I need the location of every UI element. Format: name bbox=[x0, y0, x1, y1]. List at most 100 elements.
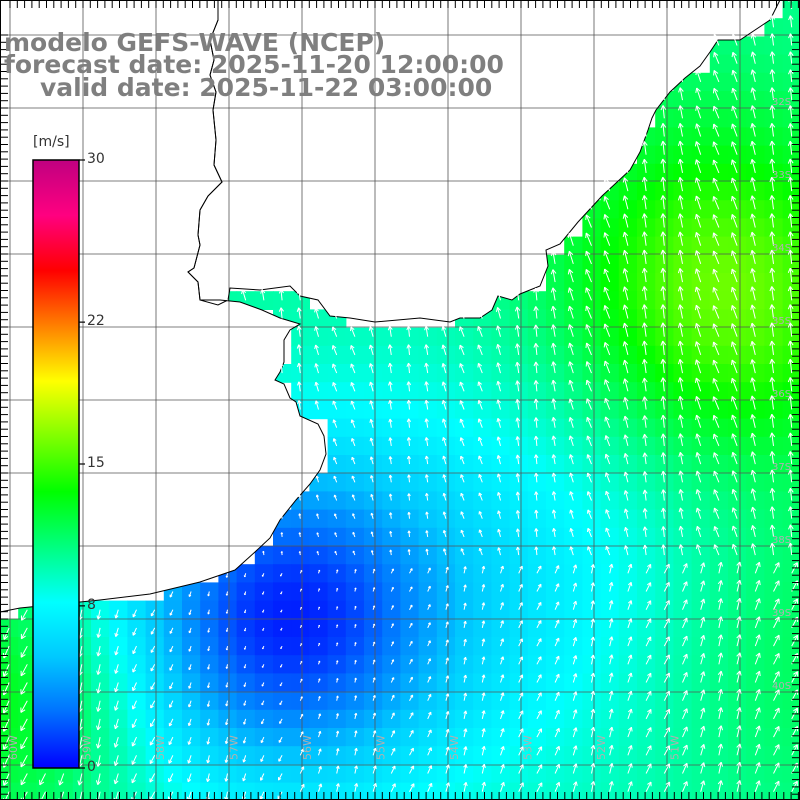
wind-arrow bbox=[188, 664, 192, 671]
field-cell bbox=[764, 72, 784, 92]
field-cell bbox=[345, 473, 365, 492]
wind-arrow bbox=[533, 417, 539, 428]
wind-arrow bbox=[645, 708, 652, 720]
wind-arrow bbox=[260, 736, 265, 744]
wind-arrow bbox=[754, 598, 761, 610]
field-cell bbox=[637, 691, 656, 711]
wind-arrow bbox=[442, 548, 447, 556]
wind-arrow bbox=[225, 718, 229, 726]
field-cell bbox=[254, 291, 274, 310]
wind-arrow bbox=[370, 531, 374, 538]
wind-arrow bbox=[750, 231, 756, 246]
wind-arrow bbox=[645, 600, 652, 610]
field-cell bbox=[600, 546, 620, 565]
field-cell bbox=[655, 764, 674, 784]
wind-arrow bbox=[682, 581, 688, 592]
wind-arrow bbox=[425, 548, 429, 556]
wind-arrow bbox=[590, 636, 595, 647]
wind-arrow bbox=[390, 659, 395, 665]
field-cell bbox=[764, 473, 784, 492]
field-cell bbox=[564, 291, 583, 310]
wind-arrow bbox=[694, 359, 702, 374]
wind-arrow bbox=[388, 456, 393, 465]
field-cell bbox=[527, 655, 547, 674]
wind-arrow bbox=[585, 287, 592, 301]
field-cell bbox=[709, 109, 729, 128]
wind-arrow bbox=[331, 326, 338, 337]
wind-arrow bbox=[773, 634, 780, 647]
field-cell bbox=[527, 455, 547, 474]
field-cell bbox=[782, 618, 800, 638]
field-cell bbox=[436, 400, 456, 420]
wind-arrow bbox=[132, 682, 137, 692]
wind-arrow bbox=[409, 676, 413, 683]
wind-arrow bbox=[409, 783, 415, 792]
field-cell bbox=[273, 291, 292, 310]
wind-arrow bbox=[627, 763, 633, 774]
wind-arrow bbox=[478, 547, 483, 556]
field-cell bbox=[91, 782, 110, 800]
wind-arrow bbox=[424, 362, 429, 374]
field-cell bbox=[491, 382, 511, 401]
field-cell bbox=[455, 655, 474, 674]
field-cell bbox=[709, 673, 729, 693]
field-cell bbox=[418, 564, 438, 583]
wind-arrow bbox=[316, 551, 319, 556]
wind-arrow bbox=[278, 736, 283, 743]
wind-arrow bbox=[463, 584, 467, 592]
field-cell bbox=[546, 254, 565, 274]
wind-arrow bbox=[773, 671, 780, 683]
wind-arrow bbox=[660, 358, 667, 374]
wind-arrow bbox=[318, 713, 322, 720]
wind-arrow bbox=[663, 690, 670, 701]
field-cell bbox=[364, 728, 383, 747]
wind-arrow bbox=[332, 382, 338, 392]
wind-arrow bbox=[731, 33, 738, 46]
field-cell bbox=[728, 527, 747, 547]
wind-arrow bbox=[750, 414, 756, 428]
field-cell bbox=[728, 637, 747, 656]
field-cell bbox=[600, 291, 620, 310]
wind-arrow bbox=[773, 707, 780, 720]
field-cell bbox=[455, 509, 474, 529]
field-cell bbox=[746, 91, 765, 110]
wind-arrow bbox=[641, 340, 648, 355]
wind-arrow bbox=[299, 643, 303, 647]
wind-arrow bbox=[518, 620, 523, 629]
wind-arrow bbox=[533, 361, 539, 374]
lon-label: 57W bbox=[228, 735, 241, 760]
wind-arrow bbox=[572, 564, 578, 574]
wind-arrow bbox=[409, 694, 414, 701]
wind-arrow bbox=[694, 323, 702, 337]
wind-arrow bbox=[586, 398, 592, 410]
field-cell bbox=[600, 564, 620, 583]
wind-arrow bbox=[318, 783, 323, 792]
field-cell bbox=[473, 473, 492, 492]
field-cell bbox=[746, 273, 765, 292]
wind-arrow bbox=[645, 781, 652, 792]
wind-arrow bbox=[315, 494, 319, 501]
field-cell bbox=[746, 764, 765, 784]
wind-arrow bbox=[463, 566, 467, 574]
colorbar-units: [m/s] bbox=[33, 134, 70, 150]
field-cell bbox=[691, 546, 711, 565]
wind-arrow bbox=[463, 728, 468, 738]
wind-arrow bbox=[605, 490, 611, 501]
field-cell bbox=[673, 109, 693, 128]
wind-arrow bbox=[445, 603, 449, 610]
field-cell bbox=[637, 236, 656, 256]
field-cell bbox=[364, 618, 383, 638]
field-cell bbox=[473, 418, 492, 438]
wind-arrow bbox=[641, 213, 648, 228]
field-cell bbox=[400, 509, 420, 529]
wind-arrow bbox=[712, 232, 720, 246]
wind-arrow bbox=[568, 435, 574, 447]
title-model: modelo GEFS-WAVE (NCEP) bbox=[4, 28, 386, 57]
wind-arrow bbox=[731, 177, 738, 192]
field-cell bbox=[473, 382, 492, 401]
wind-arrow bbox=[713, 52, 720, 64]
wind-arrow bbox=[390, 694, 395, 701]
field-cell bbox=[491, 527, 511, 547]
wind-arrow bbox=[769, 33, 776, 46]
field-cell bbox=[527, 309, 547, 329]
